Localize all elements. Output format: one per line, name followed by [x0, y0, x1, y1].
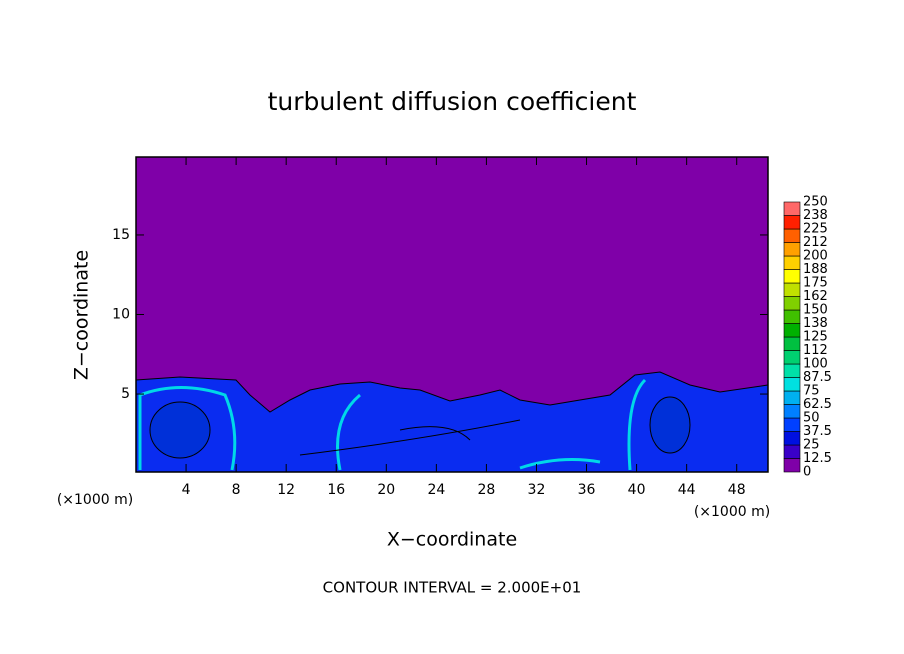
field-eddy [649, 396, 691, 454]
colorbar-label: 225 [803, 222, 828, 237]
y-tick-label: 5 [121, 386, 130, 402]
colorbar-label: 50 [803, 411, 820, 426]
x-unit-label: (×1000 m) [694, 504, 770, 520]
y-tick-label: 10 [112, 307, 130, 323]
colorbar-band [783, 350, 801, 365]
colorbar-label: 175 [803, 276, 828, 291]
x-tick-label: 16 [327, 482, 345, 498]
field-eddy [149, 401, 211, 459]
colorbar-label: 250 [803, 195, 828, 210]
x-axis-label: X−coordinate [387, 529, 517, 551]
colorbar-band [783, 404, 801, 419]
x-tick-label: 4 [182, 482, 191, 498]
colorbar-band [783, 390, 801, 405]
colorbar-label: 0 [803, 465, 811, 480]
x-tick-label: 32 [528, 482, 546, 498]
chart-title: turbulent diffusion coefficient [268, 87, 637, 116]
x-tick-label: 20 [377, 482, 395, 498]
colorbar-band [783, 201, 801, 216]
x-tick-label: 28 [478, 482, 496, 498]
x-tick-label: 40 [628, 482, 646, 498]
x-tick-label: 48 [728, 482, 746, 498]
colorbar-label: 62.5 [803, 397, 832, 412]
x-tick-label: 44 [678, 482, 696, 498]
colorbar-label: 138 [803, 316, 828, 331]
field-contour [299, 419, 521, 456]
colorbar-band [783, 417, 801, 432]
colorbar-band [783, 309, 801, 324]
y-tick-label: 15 [112, 227, 130, 243]
x-unit-label: (×1000 m) [57, 492, 133, 508]
colorbar-label: 200 [803, 249, 828, 264]
colorbar-band [783, 269, 801, 284]
colorbar-label: 188 [803, 262, 828, 277]
colorbar-label: 150 [803, 303, 828, 318]
y-axis-label: Z−coordinate [71, 250, 93, 380]
field-region [135, 371, 769, 473]
x-tick-label: 8 [232, 482, 241, 498]
colorbar-label: 125 [803, 330, 828, 345]
colorbar-label: 37.5 [803, 424, 832, 439]
colorbar-band [783, 242, 801, 257]
colorbar-label: 25 [803, 438, 820, 453]
colorbar-label: 238 [803, 208, 828, 223]
colorbar-label: 75 [803, 384, 820, 399]
colorbar-band [783, 228, 801, 243]
colorbar-band [783, 377, 801, 392]
x-tick-label: 36 [578, 482, 596, 498]
x-tick-label: 12 [277, 482, 295, 498]
colorbar-band [783, 323, 801, 338]
colorbar-band [783, 431, 801, 446]
colorbar-label: 112 [803, 343, 828, 358]
colorbar-label: 87.5 [803, 370, 832, 385]
colorbar-band [783, 336, 801, 351]
colorbar-band [783, 363, 801, 378]
colorbar-band [783, 255, 801, 270]
colorbar-band [783, 296, 801, 311]
field [135, 157, 769, 473]
colorbar-label: 212 [803, 235, 828, 250]
x-tick-label: 24 [427, 482, 445, 498]
field-highlight [138, 378, 647, 471]
colorbar-band [783, 215, 801, 230]
colorbar-label: 162 [803, 289, 828, 304]
colorbar-band [783, 282, 801, 297]
colorbar-label: 100 [803, 357, 828, 372]
footnote: CONTOUR INTERVAL = 2.000E+01 [323, 579, 582, 597]
colorbar-band [783, 444, 801, 459]
colorbar-band [783, 458, 801, 473]
colorbar-label: 12.5 [803, 451, 832, 466]
